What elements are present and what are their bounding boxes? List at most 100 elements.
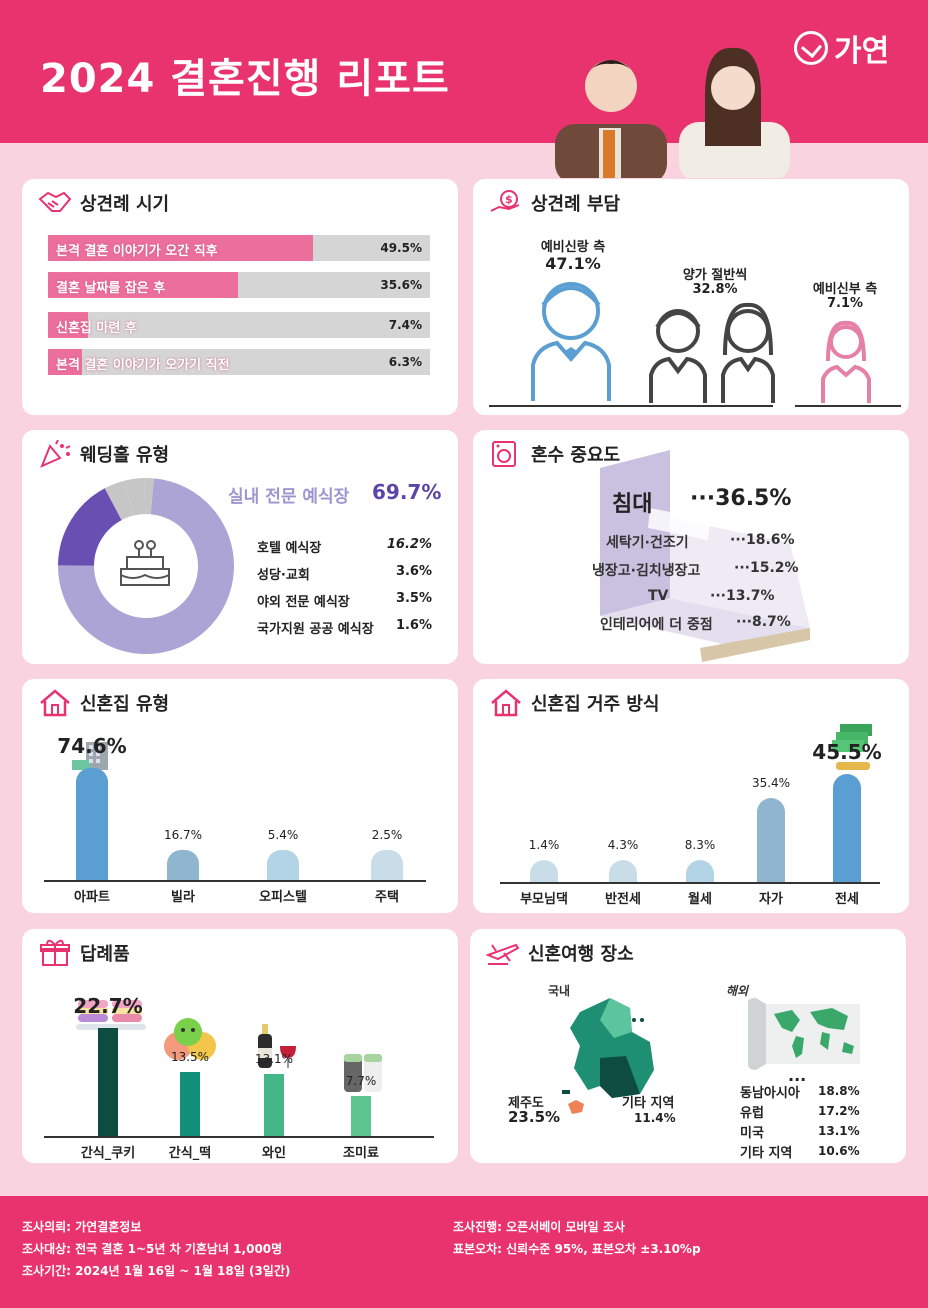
group-label-overseas: 해외 <box>726 984 749 998</box>
dowry-value: ···13.7% <box>710 588 775 604</box>
slice-value: 1.6% <box>395 618 432 633</box>
donut-slice <box>58 488 123 567</box>
bar-baseline <box>44 1136 434 1138</box>
bar-value: 35.4% <box>751 775 791 790</box>
bar-baseline <box>44 880 426 882</box>
bar-category: 빌라 <box>171 890 195 905</box>
rice-cake-icon <box>164 1018 216 1060</box>
cost-value: 47.1% <box>545 254 601 273</box>
donut-slice <box>58 478 234 654</box>
bar <box>167 850 199 880</box>
bar <box>609 860 637 882</box>
korea-map-icon <box>562 998 654 1114</box>
bar-value: 13.1% <box>254 1051 294 1066</box>
bar-category: 와인 <box>262 1146 286 1161</box>
slice-label: 야외 전문 예식장 <box>257 595 350 610</box>
panel-title: 상견례 시기 <box>80 194 170 215</box>
cost-label: 예비신부 측 <box>812 282 878 297</box>
bar-category: 자가 <box>759 892 783 907</box>
timing-bar-row: 본격 결혼 이야기가 오가기 직전 6.3% <box>48 349 430 375</box>
bar <box>686 860 714 882</box>
footer-method: 조사진행: 오픈서베이 모바일 조사 <box>453 1220 625 1234</box>
timing-bar-fill <box>48 272 239 298</box>
groom-figure-icon <box>531 282 611 401</box>
panel-title: 답례품 <box>80 944 130 965</box>
bar-category: 주택 <box>375 890 399 905</box>
both-families-icon <box>649 302 775 403</box>
bar-value: 8.3% <box>684 838 716 852</box>
bar <box>180 1071 200 1136</box>
donut-slice <box>104 480 134 521</box>
bar-category: 조미료 <box>343 1146 379 1161</box>
timing-bar-label: 본격 결혼 이야기가 오간 직후 <box>56 244 218 259</box>
bar-value: 74.6% <box>57 734 127 758</box>
timing-bar-value: 35.6% <box>380 278 422 292</box>
bar-category: 반전세 <box>605 892 641 907</box>
footer-requester: 조사의뢰: 가연결혼정보 <box>22 1220 142 1234</box>
main-slice-label: 실내 전문 예식장 <box>228 487 350 507</box>
bar-value: 45.5% <box>812 740 882 764</box>
bar <box>371 850 403 880</box>
svg-text:$: $ <box>505 193 513 206</box>
dowry-value: ···18.6% <box>730 532 795 548</box>
overseas-label: 유럽 <box>740 1106 764 1121</box>
overseas-label: 미국 <box>740 1126 764 1141</box>
handshake-icon <box>38 191 72 212</box>
gift-icon <box>40 939 70 966</box>
panel-title: 혼수 중요도 <box>531 445 621 466</box>
timing-bar-label: 결혼 날짜를 잡은 후 <box>56 281 166 296</box>
overseas-value: 17.2% <box>818 1104 860 1118</box>
dowry-top-label: 침대 <box>612 492 653 517</box>
bar-baseline <box>500 882 880 884</box>
timing-bar-fill <box>48 349 82 375</box>
cost-label: 양가 절반씩 <box>682 268 748 283</box>
world-map-ellipsis: ... <box>788 1066 807 1085</box>
airplane-icon <box>486 943 520 965</box>
bar <box>833 774 861 882</box>
bar-value: 16.7% <box>163 828 203 842</box>
overseas-label: 기타 지역 <box>740 1146 793 1161</box>
timing-bar-row: 본격 결혼 이야기가 오간 직후 49.5% <box>48 235 430 261</box>
bar-value: 2.5% <box>371 828 403 842</box>
overseas-value: 10.6% <box>818 1144 860 1158</box>
timing-bar-label: 신혼집 마련 후 <box>56 321 137 336</box>
apartment-building-icon <box>72 742 108 770</box>
bar-category: 오피스텔 <box>259 890 307 905</box>
appliance-icon <box>492 441 516 467</box>
overseas-label: 동남아시아 <box>740 1086 800 1101</box>
panel-title: 신혼집 거주 방식 <box>531 694 660 715</box>
money-hand-icon: $ <box>490 190 520 212</box>
domestic-other-value: 11.4% <box>634 1111 676 1125</box>
slice-value: 3.5% <box>395 591 432 606</box>
brand-mark-icon <box>794 31 828 65</box>
dowry-value: ···15.2% <box>734 560 799 576</box>
cost-value: 7.1% <box>826 296 864 311</box>
panel-title: 웨딩홀 유형 <box>80 445 170 466</box>
bar <box>351 1096 371 1136</box>
bar-value: 22.7% <box>73 994 143 1018</box>
bar-value: 4.3% <box>607 838 639 852</box>
footer: 조사의뢰: 가연결혼정보 조사대상: 전국 결혼 1~5년 차 기혼남녀 1,0… <box>0 1196 928 1308</box>
cost-value: 32.8% <box>692 282 738 297</box>
slice-label: 성당·교회 <box>257 568 310 583</box>
brand-logo: 가연 <box>794 26 889 70</box>
timing-bar-value: 7.4% <box>388 318 422 332</box>
bar <box>757 797 785 882</box>
bar-value: 1.4% <box>528 838 560 852</box>
wine-icon <box>258 1024 296 1068</box>
slice-value: 3.6% <box>395 564 432 579</box>
meeting-cost-figures <box>489 282 901 407</box>
panel-title: 신혼여행 장소 <box>528 944 634 965</box>
dowry-value: ···8.7% <box>736 614 791 630</box>
dowry-label: 냉장고·김치냉장고 <box>592 563 701 579</box>
dowry-label: 세탁기·건조기 <box>606 535 689 551</box>
bar <box>530 860 558 882</box>
dowry-label: 인테리어에 더 중점 <box>600 617 713 633</box>
panel-return-gift: 답례품 <box>22 929 458 1163</box>
timing-bar-row: 신혼집 마련 후 7.4% <box>48 312 430 338</box>
timing-bar-row: 결혼 날짜를 잡은 후 35.6% <box>48 272 430 298</box>
slice-label: 국가지원 공공 예식장 <box>257 622 374 637</box>
footer-left: 조사의뢰: 가연결혼정보 조사대상: 전국 결혼 1~5년 차 기혼남녀 1,0… <box>22 1216 290 1282</box>
bar <box>98 1028 118 1136</box>
slice-label: 호텔 예식장 <box>257 541 322 556</box>
